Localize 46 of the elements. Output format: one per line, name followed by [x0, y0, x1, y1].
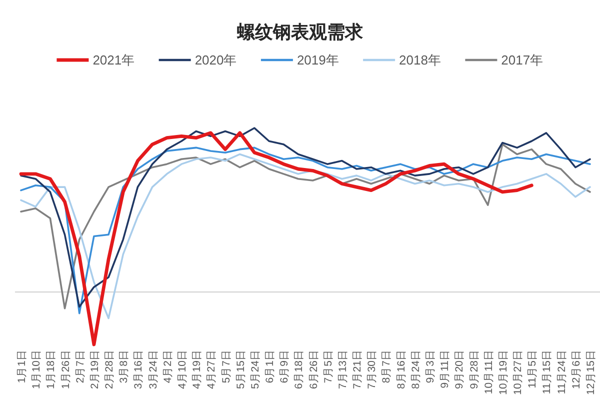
- x-tick-label: 1月10日: [30, 349, 43, 390]
- x-tick-label: 5月15日: [234, 349, 247, 390]
- x-tick-label: 4月19日: [191, 349, 204, 390]
- x-tick-label: 3月16日: [132, 349, 145, 390]
- x-tick-label: 5月24日: [249, 349, 262, 390]
- x-tick-label: 4月27日: [206, 349, 218, 390]
- x-tick-label: 8月7日: [380, 349, 393, 384]
- x-tick-label: 7月21日: [352, 349, 364, 390]
- legend-label: 2019年: [296, 52, 339, 68]
- x-tick-label: 8月24日: [410, 349, 422, 390]
- legend-label: 2020年: [194, 52, 237, 68]
- x-tick-label: 9月11日: [439, 349, 452, 388]
- x-tick-label: 11月15日: [541, 349, 554, 394]
- x-tick-label: 7月30日: [366, 349, 378, 390]
- x-tick-label: 2月7日: [74, 349, 86, 384]
- legend-label: 2018年: [399, 52, 441, 68]
- chart-title: 螺纹钢表观需求: [236, 22, 364, 43]
- x-tick-label: 9月28日: [468, 349, 480, 390]
- x-tick-label: 1月18日: [45, 349, 58, 390]
- x-tick-label: 7月5日: [322, 349, 334, 384]
- x-tick-label: 6月1日: [264, 349, 276, 384]
- x-tick-label: 12月15日: [585, 349, 597, 395]
- x-tick-label: 3月24日: [147, 349, 160, 390]
- x-tick-label: 7月13日: [336, 349, 349, 390]
- x-tick-label: 4月10日: [176, 349, 188, 390]
- x-tick-label: 3月8日: [118, 349, 130, 384]
- legend-label: 2021年: [92, 52, 135, 68]
- x-tick-label: 1月1日: [16, 349, 28, 384]
- x-tick-label: 12月6日: [570, 349, 582, 390]
- x-tick-label: 9月20日: [454, 349, 466, 390]
- x-tick-label: 6月26日: [308, 349, 320, 390]
- legend-label: 2017年: [501, 52, 544, 68]
- x-tick-label: 6月18日: [293, 349, 306, 390]
- x-tick-label: 9月3日: [424, 349, 437, 384]
- x-tick-label: 11月5日: [526, 349, 539, 388]
- x-tick-label: 2月19日: [88, 349, 101, 390]
- x-tick-label: 10月19日: [497, 349, 510, 395]
- x-tick-label: 4月2日: [162, 349, 174, 384]
- x-tick-label: 11月24日: [556, 349, 568, 394]
- x-tick-label: 8月16日: [395, 349, 408, 390]
- x-tick-label: 2月28日: [104, 349, 116, 390]
- x-tick-label: 5月7日: [220, 349, 232, 384]
- x-tick-label: 6月9日: [278, 349, 291, 384]
- x-tick-label: 10月27日: [512, 349, 524, 395]
- x-tick-label: 10月11日: [482, 349, 495, 394]
- x-tick-label: 1月26日: [60, 349, 72, 390]
